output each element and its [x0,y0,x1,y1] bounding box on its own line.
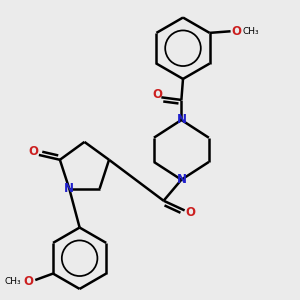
Text: N: N [176,113,186,127]
Text: O: O [231,25,241,38]
Text: CH₃: CH₃ [4,277,21,286]
Text: O: O [185,206,195,220]
Text: N: N [64,182,74,195]
Text: O: O [28,145,38,158]
Text: N: N [176,173,186,186]
Text: O: O [152,88,163,101]
Text: O: O [24,275,34,288]
Text: CH₃: CH₃ [243,27,260,36]
